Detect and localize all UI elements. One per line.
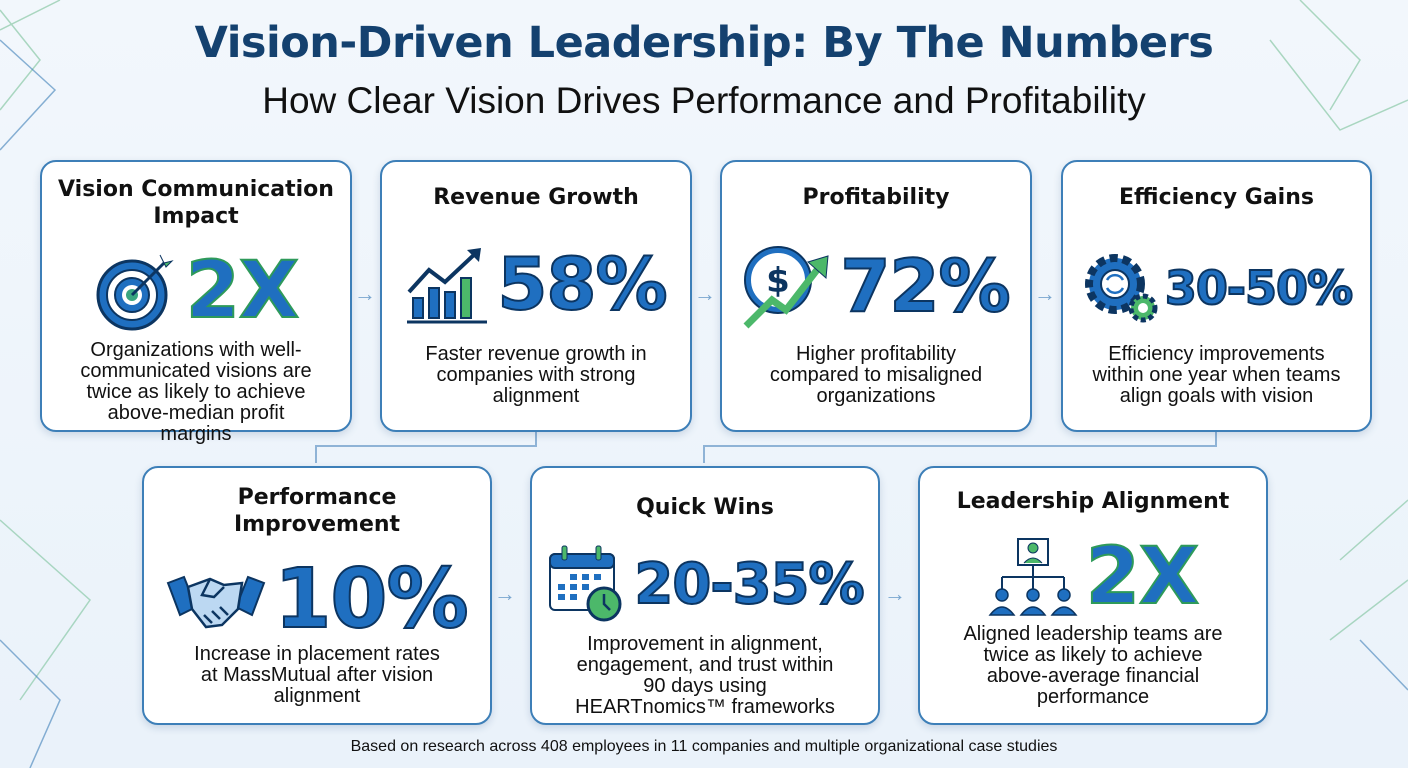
connector-line xyxy=(703,445,1217,447)
stat-value: 10% xyxy=(273,551,469,648)
arrow-right-icon: → xyxy=(494,581,516,606)
connector-line xyxy=(1215,431,1217,447)
connector-line xyxy=(703,445,705,463)
stat-value: 2X xyxy=(1085,531,1200,623)
connector-line xyxy=(315,445,537,447)
card-title: Revenue Growth xyxy=(433,185,639,210)
gears-icon xyxy=(1084,254,1158,323)
footer-source-note: Based on research across 408 employees i… xyxy=(350,738,1058,755)
arrow-right-icon: → xyxy=(354,281,376,306)
card-description: Improvement in alignment, engagement, an… xyxy=(575,633,835,718)
card-title: Efficiency Gains xyxy=(1119,185,1314,210)
connector-line xyxy=(535,431,537,447)
card-description: Higher profitability compared to misalig… xyxy=(769,343,983,407)
stat-value: 58% xyxy=(496,241,668,327)
stat-value: 20-35% xyxy=(633,551,865,618)
card-title: Vision Communication Impact xyxy=(58,177,334,229)
bar-chart-growth-icon xyxy=(407,248,488,324)
card-description: Faster revenue growth in companies with … xyxy=(425,343,647,407)
handshake-icon xyxy=(167,575,266,628)
card-description: Organizations with well-communicated vis… xyxy=(80,339,312,445)
stat-value: 2X xyxy=(185,245,300,337)
dollar-growth-icon: $ xyxy=(743,246,829,329)
arrow-right-icon: → xyxy=(1034,281,1056,306)
card-description: Increase in placement rates at MassMutua… xyxy=(194,643,440,707)
card-title: Quick Wins xyxy=(636,495,774,520)
svg-text:$: $ xyxy=(766,261,790,301)
arrow-right-icon: → xyxy=(884,581,906,606)
page-title: Vision-Driven Leadership: By The Numbers xyxy=(194,18,1214,68)
calendar-clock-icon xyxy=(549,545,622,622)
connector-line xyxy=(315,445,317,463)
stat-card-quick-wins: Quick Wins 20-35% Improvement in alignme… xyxy=(530,466,880,725)
stat-card-revenue-growth: Revenue Growth 58% Faster revenue growth… xyxy=(380,160,692,432)
stat-value: 30-50% xyxy=(1164,260,1354,316)
stat-value: 72% xyxy=(839,243,1011,329)
org-chart-icon xyxy=(988,538,1078,616)
card-title: Performance Improvement xyxy=(233,485,401,537)
stat-card-leadership-alignment: Leadership Alignment 2X Aligned leadersh… xyxy=(918,466,1268,725)
page-subtitle: How Clear Vision Drives Performance and … xyxy=(262,80,1146,121)
target-icon xyxy=(96,254,174,331)
stat-card-performance-improvement: Performance Improvement 10% Increase in … xyxy=(142,466,492,725)
arrow-right-icon: → xyxy=(694,281,716,306)
card-title: Profitability xyxy=(802,185,950,210)
stat-card-vision-communication: Vision Communication Impact 2X Organizat… xyxy=(40,160,352,445)
card-description: Aligned leadership teams are twice as li… xyxy=(963,623,1223,708)
stat-card-profitability: Profitability $ 72% Higher profitability… xyxy=(720,160,1032,432)
card-title: Leadership Alignment xyxy=(956,489,1230,514)
stat-card-efficiency-gains: Efficiency Gains 30-50% Efficiency impro… xyxy=(1061,160,1372,432)
card-description: Efficiency improvements within one year … xyxy=(1092,343,1341,407)
